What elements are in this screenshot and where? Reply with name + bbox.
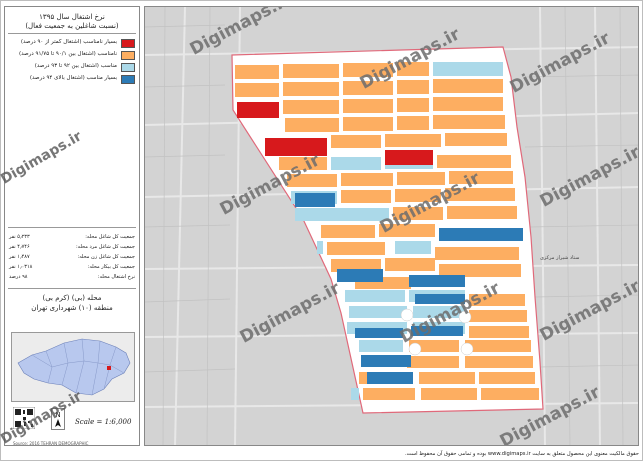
legend-label: بسیار نامناسب (اشتغال کمتر از ۹۰ درصد): [20, 39, 117, 45]
stat-row: جمعیت کل شاغل زن محله: ۱٫۴۸۷ نفر: [9, 253, 135, 262]
stat-value: ۴٫۷۴۶ نفر: [9, 244, 30, 250]
scale-text: Scale = 1:6,000: [75, 418, 132, 426]
qr-code-icon: [13, 407, 35, 429]
map-subtitle: (نسبت شاغلین به جمعیت فعال): [25, 22, 119, 30]
neighborhood-name: محله (بی) (کرم بی): [42, 294, 102, 302]
legend-swatch: [121, 63, 135, 72]
parcels-poor: [235, 62, 539, 400]
legend-label: مناسب (اشتغال بین ۹۲ تا ۹۳ درصد): [34, 63, 117, 69]
stat-label: جمعیت کل شاغل محله:: [85, 234, 135, 240]
svg-text:N: N: [55, 411, 60, 419]
stat-label: جمعیت کل شاغل زن محله:: [77, 254, 135, 260]
legend-label: نامناسب (اشتغال بین ۹۰/۱ تا ۹۱/۷۵ درصد): [18, 51, 117, 57]
street-labels: ستاد شیراز مرکزی: [540, 255, 579, 261]
stat-label: نرخ اشتغال محله:: [97, 274, 135, 280]
divider: [8, 227, 136, 228]
inset-locator-map: [11, 332, 135, 402]
map-title: نرخ اشتغال سال ۱۳۹۵: [39, 13, 105, 21]
stat-value: ۱٫۴۸۷ نفر: [9, 254, 30, 260]
roundabouts: [400, 308, 474, 356]
parcels-very-good: [295, 193, 523, 384]
legend-swatch: [121, 75, 135, 84]
place-label: ستاد شیراز مرکزی: [540, 255, 579, 261]
stat-row: جمعیت کل شاغل محله: ۵٫۲۳۳ نفر: [9, 233, 135, 242]
north-arrow-icon: N: [51, 408, 65, 430]
map-canvas[interactable]: ستاد شیراز مرکزی Digimaps.ir Digimaps.ir…: [144, 6, 639, 446]
divider: [8, 288, 136, 289]
stat-row: نرخ اشتغال محله: ۹۸ درصد: [9, 273, 135, 282]
legend-swatch: [121, 51, 135, 60]
legend-item-good: مناسب (اشتغال بین ۹۲ تا ۹۳ درصد): [9, 62, 135, 72]
stat-value: ۱٫۰۳۱۸ نفر: [9, 264, 33, 270]
legend-swatch: [121, 39, 135, 48]
stat-value: ۹۸ درصد: [9, 274, 28, 280]
legend-item-very-good: بسیار مناسب (اشتغال بالای ۹۴ درصد): [9, 74, 135, 84]
source-credit: Source: 2016 TEHRAN DEMOGRAPHIC: [13, 441, 89, 446]
district-name: منطقه (۱۰) شهرداری تهران: [31, 304, 113, 312]
stat-value: ۵٫۲۳۳ نفر: [9, 234, 30, 240]
copyright-footer: حقوق مالکیت معنوی این محصول متعلق به سای…: [405, 451, 639, 457]
legend-panel: نرخ اشتغال سال ۱۳۹۵ (نسبت شاغلین به جمعی…: [4, 6, 140, 446]
legend-label: بسیار مناسب (اشتغال بالای ۹۴ درصد): [29, 75, 117, 81]
stat-label: جمعیت کل شاغل مرد محله:: [75, 244, 135, 250]
divider: [8, 33, 136, 34]
stat-row: جمعیت کل بیکار محله: ۱٫۰۳۱۸ نفر: [9, 263, 135, 272]
legend-item-very-poor: بسیار نامناسب (اشتغال کمتر از ۹۰ درصد): [9, 38, 135, 48]
stat-row: جمعیت کل شاغل مرد محله: ۴٫۷۴۶ نفر: [9, 243, 135, 252]
stat-label: جمعیت کل بیکار محله:: [87, 264, 135, 270]
minor-streets: [145, 7, 638, 445]
legend-item-poor: نامناسب (اشتغال بین ۹۰/۱ تا ۹۱/۷۵ درصد): [9, 50, 135, 60]
inset-highlight-marker: [107, 366, 111, 370]
parcels-very-poor: [237, 102, 433, 165]
map-svg: ستاد شیراز مرکزی: [145, 7, 638, 445]
